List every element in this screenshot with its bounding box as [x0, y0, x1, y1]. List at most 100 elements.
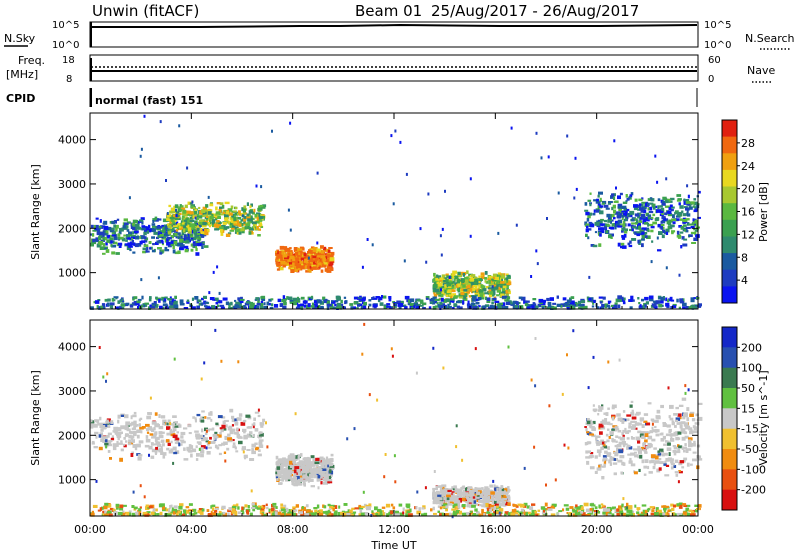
power-cell [309, 267, 314, 271]
power-cell [693, 209, 698, 213]
power-cell [231, 214, 234, 218]
power-cell [685, 199, 690, 203]
power-cell [158, 230, 161, 234]
power-cell [109, 228, 115, 233]
velocity-cell [598, 464, 601, 468]
velocity-cell [222, 420, 226, 425]
velocity-cell [641, 435, 646, 439]
power-cell [324, 259, 329, 263]
velocity-cell [627, 418, 630, 422]
power-cell [287, 296, 293, 300]
velocity-cell [262, 418, 266, 422]
velocity-cell [204, 432, 208, 436]
velocity-cell [589, 433, 594, 436]
nsky-label: N.Sky [4, 32, 36, 45]
power-cell [131, 302, 137, 306]
velocity-cell [325, 459, 330, 463]
velocity-cell [218, 444, 222, 447]
velocity-cell [99, 432, 103, 437]
power-cell [457, 288, 462, 292]
velocity-cell [176, 431, 179, 434]
velocity-cell [643, 473, 647, 476]
power-cell [247, 218, 252, 222]
power-cell [105, 249, 110, 253]
power-cell [497, 303, 502, 307]
velocity-cell [155, 448, 161, 452]
power-cell [253, 227, 256, 231]
velocity-cell [462, 506, 466, 509]
power-cell [637, 215, 640, 219]
velocity-cell [120, 425, 125, 430]
power-cell [434, 305, 439, 308]
power-cell [106, 239, 111, 243]
power-cell [99, 306, 102, 310]
velocity-cell [123, 443, 126, 446]
power-cell [470, 282, 476, 286]
power-cell [310, 305, 315, 308]
power-sparse-cell [613, 139, 616, 143]
power-cell [102, 243, 106, 247]
power-cell [691, 304, 694, 308]
velocity-cell [109, 507, 114, 512]
velocity-cell [194, 418, 197, 423]
velocity-cell [688, 443, 693, 448]
power-cell [666, 220, 671, 225]
power-cell [125, 302, 130, 306]
velocity-cell [257, 414, 261, 418]
velocity-cell [690, 428, 693, 433]
velocity-cell [436, 496, 441, 501]
velocity-cell [169, 428, 172, 432]
velocity-cell [457, 488, 462, 493]
velocity-cell [591, 434, 596, 438]
power-cell [120, 236, 124, 239]
velocity-cell [154, 451, 157, 455]
power-cell [633, 204, 638, 208]
power-cell [462, 293, 468, 298]
power-cell [596, 306, 600, 309]
velocity-cell [644, 439, 648, 443]
velocity-cell [196, 413, 201, 417]
velocity-cell [195, 458, 199, 461]
velocity-cell [655, 415, 661, 419]
power-cell [111, 244, 117, 248]
power-cell [174, 251, 179, 255]
power-cell [682, 302, 687, 307]
velocity-cell [496, 501, 501, 504]
power-cell [316, 248, 322, 252]
velocity-cell [644, 433, 649, 437]
velocity-cell [183, 447, 186, 451]
velocity-cell [236, 433, 241, 438]
velocity-cell [134, 447, 138, 451]
power-sparse-cell [439, 234, 442, 238]
power-cell [133, 219, 139, 224]
velocity-cell [669, 428, 672, 432]
power-cell [320, 255, 326, 259]
velocity-cell [204, 416, 207, 419]
velocity-cell [176, 512, 179, 516]
power-cell [162, 226, 165, 230]
power-cell [211, 214, 214, 218]
power-cell [193, 231, 198, 235]
power-cell [240, 296, 243, 301]
power-cell [664, 200, 669, 204]
velocity-cell [238, 413, 243, 417]
velocity-cell [634, 413, 640, 416]
velocity-cell [185, 506, 190, 509]
velocity-cell [96, 420, 100, 423]
power-cell [688, 306, 691, 310]
velocity-cell [119, 507, 124, 511]
velocity-cell [616, 447, 618, 452]
velocity-cell [441, 484, 447, 488]
power-cell [621, 230, 624, 233]
power-cell [649, 298, 654, 302]
power-cell [608, 306, 611, 309]
velocity-cell [291, 479, 296, 483]
velocity-cell [133, 432, 137, 437]
velocity-cell [607, 407, 610, 410]
power-cell [614, 220, 620, 225]
power-cell [608, 217, 611, 220]
power-cell [203, 209, 208, 214]
velocity-cell [300, 513, 305, 516]
